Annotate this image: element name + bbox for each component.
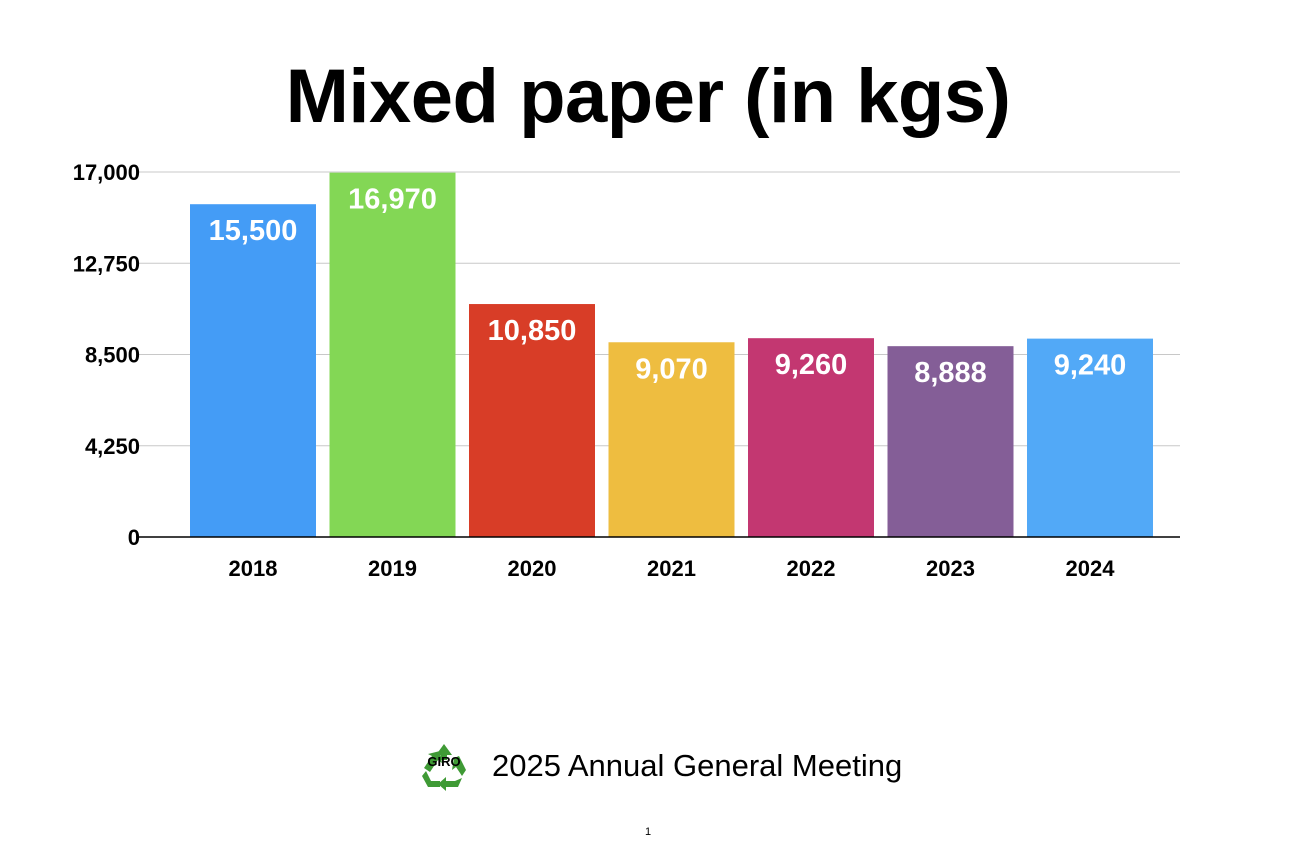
bar-value-label: 10,850 xyxy=(488,315,577,347)
x-tick-label: 2020 xyxy=(508,556,557,581)
x-axis-ticks: 2018 2019 2020 2021 2022 2023 2024 xyxy=(229,556,1116,581)
bar-value-label: 9,260 xyxy=(775,349,848,381)
bar-2022 xyxy=(748,338,874,537)
y-tick-label: 4,250 xyxy=(85,434,140,459)
y-tick-label: 0 xyxy=(128,525,140,550)
x-tick-label: 2024 xyxy=(1066,556,1116,581)
bars xyxy=(190,172,1153,538)
y-axis-ticks: 0 4,250 8,500 12,750 17,000 xyxy=(73,160,140,550)
recycle-icon xyxy=(422,744,466,791)
x-tick-label: 2021 xyxy=(647,556,696,581)
chart-title: Mixed paper (in kgs) xyxy=(285,54,1011,139)
footer: GIRO 2025 Annual General Meeting xyxy=(418,740,902,792)
bar-value-label: 9,240 xyxy=(1054,350,1127,382)
bar-2024 xyxy=(1027,338,1153,537)
bar-2021 xyxy=(608,342,735,537)
bar-value-label: 9,070 xyxy=(635,353,708,385)
x-tick-label: 2023 xyxy=(926,556,975,581)
x-tick-label: 2018 xyxy=(229,556,278,581)
bar-chart: 15,500 16,970 10,850 9,070 9,260 8,888 9,240 0… xyxy=(73,160,1180,581)
bar-2023 xyxy=(887,346,1014,537)
footer-text: 2025 Annual General Meeting xyxy=(492,748,903,783)
bar-value-label: 16,970 xyxy=(348,184,437,216)
bar-2020 xyxy=(469,304,595,537)
y-tick-label: 12,750 xyxy=(73,251,140,276)
bar-2018 xyxy=(190,204,316,538)
bar-value-label: 8,888 xyxy=(914,357,987,389)
y-tick-label: 17,000 xyxy=(73,160,140,185)
x-tick-label: 2022 xyxy=(787,556,836,581)
y-tick-label: 8,500 xyxy=(85,343,140,368)
bar-value-label: 15,500 xyxy=(209,215,298,247)
logo-text: GIRO xyxy=(427,754,461,769)
x-tick-label: 2019 xyxy=(368,556,417,581)
value-labels: 15,500 16,970 10,850 9,070 9,260 8,888 9,240 xyxy=(209,184,1127,390)
giro-logo: GIRO xyxy=(418,740,470,792)
page-number: 1 xyxy=(644,826,652,838)
bar-2019 xyxy=(329,172,456,538)
